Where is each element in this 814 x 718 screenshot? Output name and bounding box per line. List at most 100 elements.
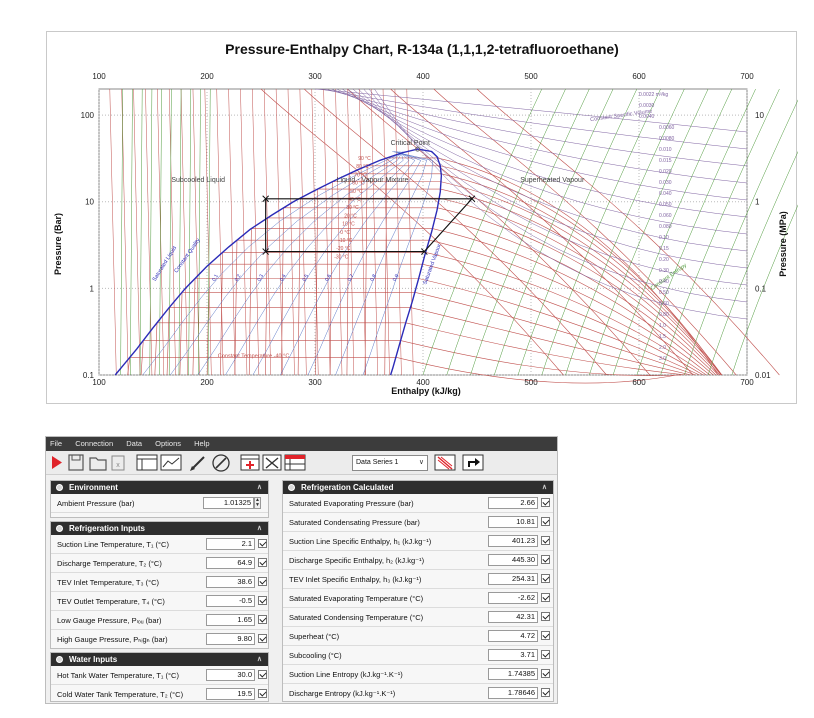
checkbox[interactable] [258, 615, 267, 624]
isotherm-line [192, 278, 700, 376]
checkbox[interactable] [258, 577, 267, 586]
checkbox[interactable] [541, 536, 550, 545]
pencil-icon[interactable] [188, 453, 208, 472]
export-icon[interactable]: x [110, 453, 127, 472]
isotherm-line [382, 88, 390, 376]
input-row-tev-inlet-temp: TEV Inlet Temperature, T₃ (°C) 38.6 [51, 573, 268, 592]
isotherm-line [216, 88, 224, 376]
isotherm-line [311, 88, 319, 376]
clear-pencil-icon[interactable] [210, 453, 232, 472]
x-tick-label-top: 400 [416, 72, 430, 81]
open-folder-icon[interactable] [88, 453, 108, 472]
refrigeration-inputs-title: Refrigeration Inputs [69, 524, 146, 533]
collapse-chevron-icon: ∧ [256, 525, 262, 532]
new-series-icon[interactable] [284, 453, 306, 472]
refrigeration-inputs-header[interactable]: Refrigeration Inputs ∧ [51, 522, 268, 535]
isochore-line [368, 88, 748, 303]
checkbox[interactable] [541, 555, 550, 564]
isentrope-line [130, 88, 133, 376]
data-series-select[interactable]: Data Series 1 ∨ [352, 455, 428, 471]
x-tick-label-top: 500 [524, 72, 538, 81]
volume-tick-label: 0.50 [659, 290, 669, 296]
isentrope-line [159, 88, 162, 376]
menu-data[interactable]: Data [126, 439, 143, 448]
hot-tank-temp-value: 30.0 [206, 669, 255, 681]
checkbox[interactable] [258, 689, 267, 698]
isotherm-line [384, 157, 719, 376]
refrigeration-calculated-header[interactable]: Refrigeration Calculated ∧ [283, 481, 553, 494]
water-inputs-header[interactable]: Water Inputs ∧ [51, 653, 268, 666]
isentrope-line [178, 88, 182, 376]
quality-line [142, 151, 407, 376]
volume-tick-label: 0.0060 [659, 125, 675, 131]
table-view-icon[interactable] [136, 453, 158, 472]
play-icon[interactable] [50, 453, 64, 472]
checkbox[interactable] [541, 574, 550, 583]
add-row-icon[interactable] [240, 453, 260, 472]
temperature-tick-label: 90 °C [358, 156, 371, 162]
checkbox[interactable] [258, 596, 267, 605]
isentrope-line [168, 88, 172, 376]
checkbox[interactable] [258, 558, 267, 567]
menu-help[interactable]: Help [194, 439, 210, 448]
graph-view-icon[interactable] [160, 453, 182, 472]
y-tick-label-left: 1 [90, 284, 95, 293]
quality-tick-label: 0.3 [256, 273, 265, 282]
isochore-line [314, 88, 748, 133]
volume-tick-label: 0.0080 [659, 136, 675, 142]
isotherm-line [265, 217, 717, 376]
y-tick-label-left: 0.1 [83, 371, 95, 380]
checkbox[interactable] [541, 669, 550, 678]
water-row-hot-tank: Hot Tank Water Temperature, T₁ (°C) 30.0 [51, 666, 268, 685]
input-row-suction-temp: Suction Line Temperature, T₁ (°C) 2.1 [51, 535, 268, 554]
checkbox[interactable] [541, 612, 550, 621]
quality-line [197, 151, 403, 376]
water-row-cold-tank: Cold Water Tank Temperature, T₂ (°C) 19.5 [51, 685, 268, 704]
checkbox[interactable] [541, 650, 550, 659]
calc-row: Suction Line Entropy (kJ.kg⁻¹.K⁻¹) 1.7438… [283, 665, 553, 684]
quality-tick-label: 0.5 [302, 273, 311, 282]
volume-tick-label: 0.050 [659, 202, 672, 208]
connect-icon[interactable] [462, 453, 484, 472]
temperature-tick-label: 70 °C [354, 172, 367, 178]
volume-tick-label: 0.020 [659, 169, 672, 175]
checkbox[interactable] [258, 539, 267, 548]
delete-series-icon[interactable] [434, 453, 456, 472]
y-tick-label-right: 0.1 [755, 284, 767, 293]
calc-value: 2.66 [488, 497, 538, 509]
menu-connection[interactable]: Connection [75, 439, 114, 448]
checkbox[interactable] [541, 593, 550, 602]
checkbox[interactable] [258, 670, 267, 679]
temperature-tick-label: 60 °C [352, 181, 365, 187]
isochore-line [341, 88, 748, 218]
high-gauge-pressure-value: 9.80 [206, 633, 255, 645]
spinner-arrows-icon[interactable]: ▲ ▼ [254, 497, 261, 509]
environment-header[interactable]: Environment ∧ [51, 481, 268, 494]
checkbox[interactable] [541, 688, 550, 697]
app-window: File Connection Data Options Help x Data… [45, 436, 558, 704]
save-icon[interactable] [68, 453, 85, 472]
y-tick-label-left: 10 [85, 198, 94, 207]
label-subcooled-liquid: Subcooled Liquid [171, 177, 225, 184]
checkbox[interactable] [541, 631, 550, 640]
collapse-chevron-icon: ∧ [541, 484, 547, 491]
delete-row-icon[interactable] [262, 453, 282, 472]
checkbox[interactable] [541, 498, 550, 507]
isentrope-line [446, 88, 566, 376]
isotherm-line [335, 88, 343, 376]
menu-file[interactable]: File [50, 439, 63, 448]
calc-value: -2.62 [488, 592, 538, 604]
menu-options[interactable]: Options [155, 439, 182, 448]
isotherm-line [394, 88, 402, 376]
checkbox[interactable] [258, 634, 267, 643]
row-label: Saturated Evaporating Pressure (bar) [289, 499, 414, 508]
x-tick-label-bottom: 700 [740, 378, 754, 387]
checkbox[interactable] [541, 517, 550, 526]
calc-value: 10.81 [488, 516, 538, 528]
isentrope-line [541, 88, 661, 376]
cycle-layer [262, 195, 476, 255]
temperature-tick-label: -30 °C [334, 254, 349, 260]
quality-tick-label: 0.2 [234, 273, 243, 282]
calc-row: Discharge Entropy (kJ.kg⁻¹.K⁻¹) 1.78646 [283, 684, 553, 703]
ambient-pressure-input[interactable]: 1.01325 [203, 497, 254, 509]
